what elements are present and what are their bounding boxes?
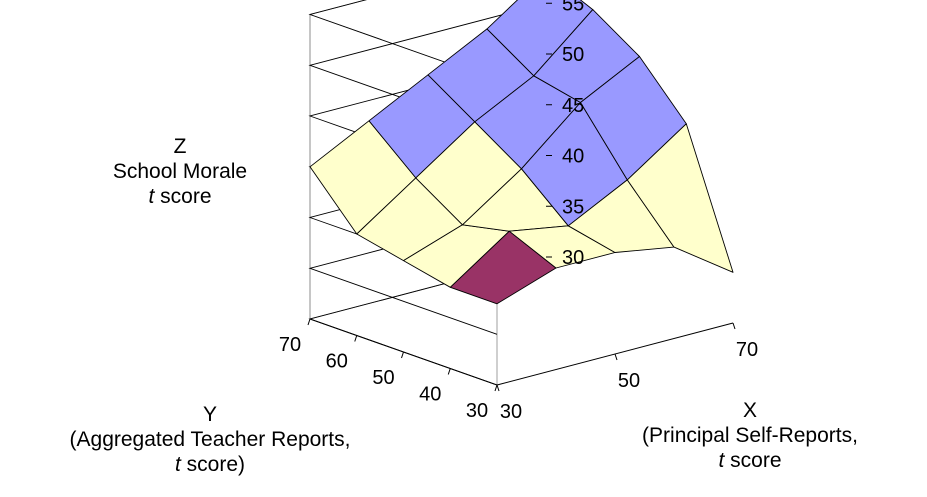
z-tick-label-35: 35 <box>562 196 584 218</box>
z-axis-title-letter: Z <box>173 135 187 158</box>
z-axis-title: Z School Morale t score <box>70 134 290 209</box>
x-axis-title-letter: X <box>742 399 757 422</box>
y-axis-title-name: (Aggregated Teacher Reports, <box>69 428 351 451</box>
y-axis-title-t: t <box>174 453 181 476</box>
x-tick-mark-70 <box>732 322 736 330</box>
y-tick-label-70: 70 <box>279 334 301 356</box>
z-tick-label-45: 45 <box>562 95 584 117</box>
y-tick-mark-60 <box>354 335 358 342</box>
y-tick-label-60: 60 <box>326 351 348 373</box>
x-tick-mark-50 <box>614 353 618 361</box>
y-tick-mark-50 <box>401 351 404 359</box>
z-tick-label-55: 55 <box>562 0 584 15</box>
gridline-60 <box>308 0 498 81</box>
y-tick-label-50: 50 <box>372 367 394 389</box>
z-tick-label-40: 40 <box>562 146 584 168</box>
x-tick-mark-30 <box>496 384 500 392</box>
x-axis-title-name: (Principal Self-Reports, <box>642 424 858 447</box>
x-axis-title-unit: score <box>724 449 782 472</box>
y-tick-mark-70 <box>307 318 311 326</box>
x-axis-title-t: t <box>718 449 725 472</box>
x-tick-label-30: 30 <box>500 401 522 423</box>
z-axis-title-t: t <box>148 185 155 208</box>
x-axis-title: X (Principal Self-Reports, t score <box>580 398 920 473</box>
y-tick-label-40: 40 <box>419 384 441 406</box>
z-axis-title-name: School Morale <box>112 160 248 183</box>
y-axis-title-unit: score) <box>180 453 246 476</box>
z-axis-title-unit: score <box>154 185 212 208</box>
z-tick-label-30: 30 <box>562 247 584 269</box>
z-tick-label-50: 50 <box>562 44 584 66</box>
surface-patch-15 <box>626 123 734 273</box>
y-tick-mark-30 <box>494 384 498 392</box>
x-tick-label-70: 70 <box>736 339 758 361</box>
y-axis-title: Y (Aggregated Teacher Reports, t score) <box>0 402 420 477</box>
y-tick-label-30: 30 <box>466 400 488 422</box>
x-tick-label-50: 50 <box>618 370 640 392</box>
y-tick-mark-40 <box>447 368 451 375</box>
y-axis-title-letter: Y <box>202 403 217 426</box>
